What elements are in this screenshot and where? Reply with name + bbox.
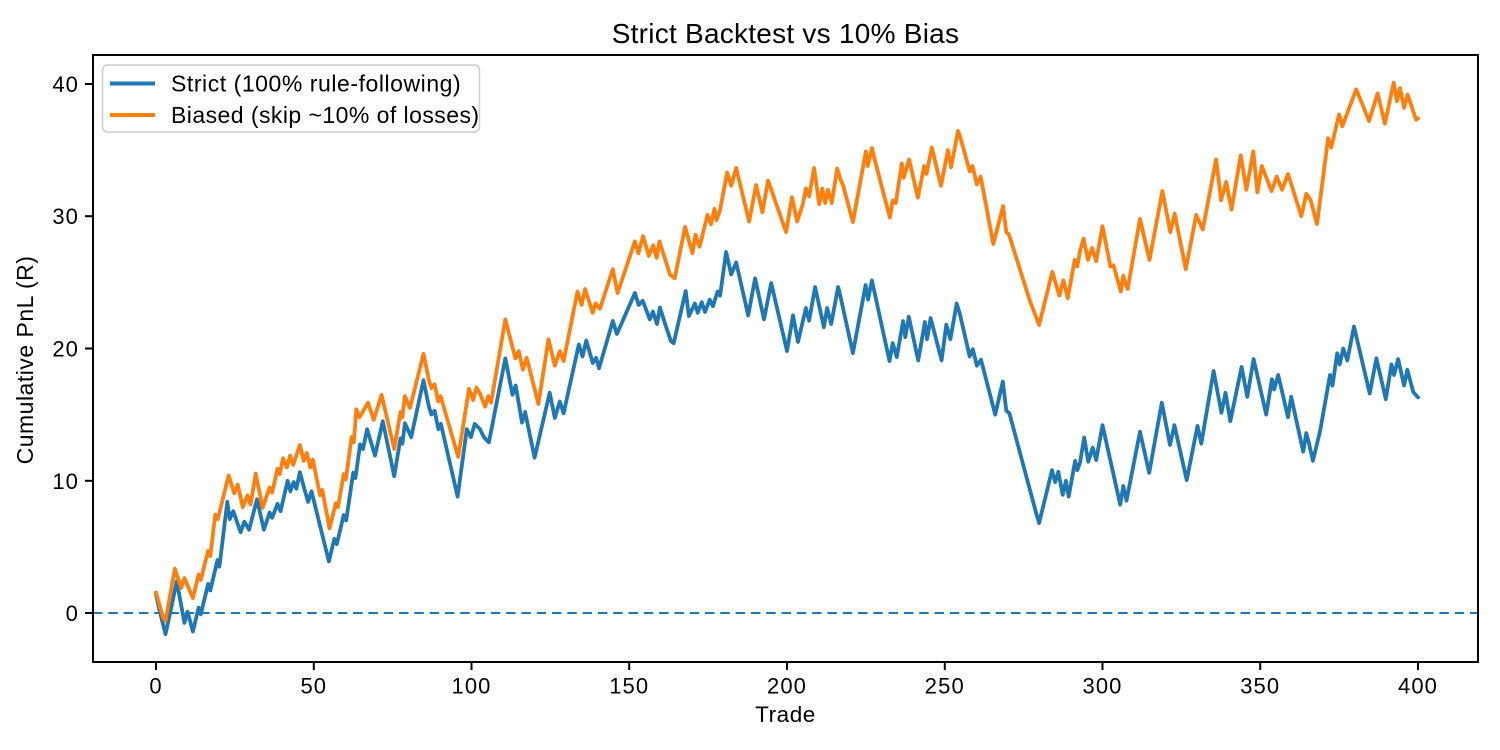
svg-text:Biased (skip ~10% of losses): Biased (skip ~10% of losses) (171, 102, 480, 128)
svg-text:150: 150 (609, 674, 649, 699)
svg-text:0: 0 (66, 601, 79, 626)
svg-text:20: 20 (52, 337, 79, 362)
svg-text:Strict Backtest vs 10% Bias: Strict Backtest vs 10% Bias (612, 18, 960, 49)
svg-text:350: 350 (1240, 674, 1280, 699)
svg-text:400: 400 (1398, 674, 1438, 699)
svg-text:250: 250 (925, 674, 965, 699)
svg-text:300: 300 (1082, 674, 1122, 699)
svg-text:30: 30 (52, 204, 79, 229)
svg-text:Trade: Trade (755, 702, 816, 727)
svg-text:0: 0 (149, 674, 162, 699)
svg-text:40: 40 (52, 72, 79, 97)
svg-text:10: 10 (52, 469, 79, 494)
svg-text:100: 100 (451, 674, 491, 699)
svg-text:Strict (100% rule-following): Strict (100% rule-following) (171, 71, 461, 97)
svg-text:Cumulative PnL (R): Cumulative PnL (R) (12, 256, 38, 465)
svg-text:50: 50 (300, 674, 327, 699)
svg-text:200: 200 (767, 674, 807, 699)
